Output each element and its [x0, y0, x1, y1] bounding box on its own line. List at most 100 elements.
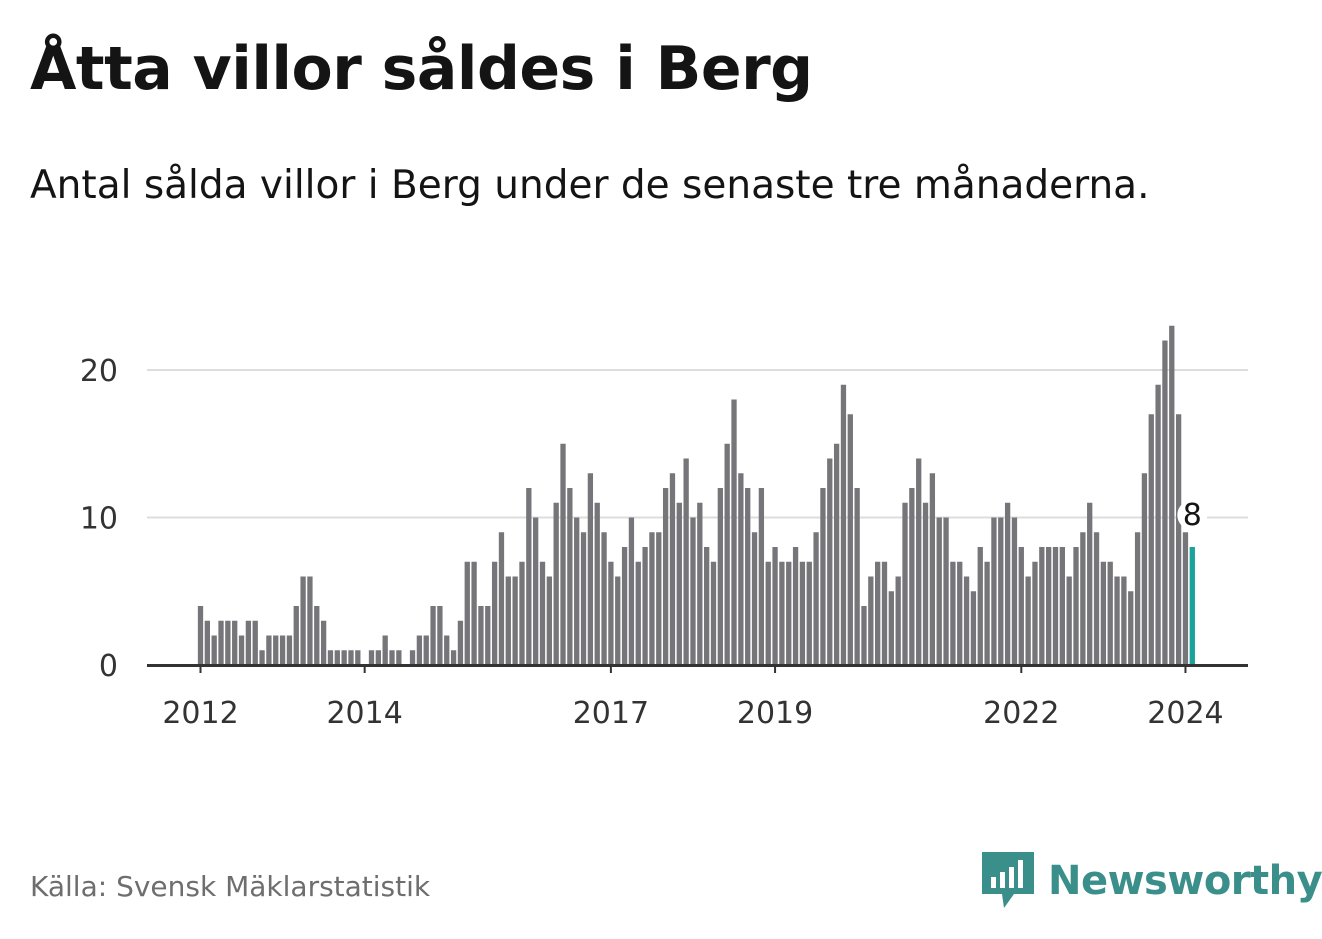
bar: [1107, 561, 1113, 665]
bar: [252, 620, 258, 665]
bar: [1182, 532, 1189, 665]
bar: [615, 576, 621, 665]
y-tick-label: 10: [80, 502, 118, 537]
bar: [656, 532, 662, 665]
bar: [218, 620, 224, 665]
bar: [560, 443, 566, 665]
bar: [888, 591, 894, 665]
bar: [916, 458, 922, 665]
bar: [676, 502, 682, 665]
bar: [204, 620, 210, 665]
bar: [314, 606, 320, 665]
bar: [786, 561, 792, 665]
bar: [1066, 576, 1072, 665]
bar: [259, 650, 265, 665]
bar: [731, 399, 737, 665]
bar: [1025, 576, 1031, 665]
bar: [1128, 591, 1134, 665]
y-axis-labels: 0 10 20: [80, 354, 118, 684]
bar: [300, 576, 306, 665]
bar: [738, 473, 744, 665]
bar: [922, 502, 929, 665]
bar: [389, 650, 395, 665]
bar: [1141, 473, 1148, 665]
bar: [1162, 340, 1168, 665]
bar: [1155, 384, 1161, 665]
bar: [847, 414, 853, 665]
y-tick-label: 20: [80, 354, 118, 389]
annotation-halo: [1177, 500, 1208, 530]
bar: [307, 576, 313, 665]
chart-subtitle: Antal sålda villor i Berg under de senas…: [30, 163, 1150, 208]
bar: [485, 606, 491, 665]
x-tick-label: 2017: [573, 696, 649, 731]
x-tick-label: 2022: [983, 696, 1059, 731]
bar: [1134, 532, 1141, 665]
bar: [286, 635, 293, 665]
bar: [704, 547, 710, 665]
bar: [861, 606, 867, 665]
bar: [512, 576, 518, 665]
bar: [902, 502, 908, 665]
bar: [1114, 576, 1120, 665]
bar: [1087, 502, 1093, 665]
x-tick-label: 2012: [162, 696, 238, 731]
bar: [1121, 576, 1127, 665]
bar: [799, 561, 806, 665]
bar: [471, 561, 477, 665]
bar: [273, 635, 279, 665]
bar: [950, 561, 956, 665]
bar: [875, 561, 881, 665]
bar: [977, 547, 983, 665]
y-tick-label: 0: [99, 649, 118, 684]
bar: [813, 532, 819, 665]
bar: [355, 650, 361, 665]
bar: [526, 488, 532, 665]
bar: [519, 561, 525, 665]
bar: [936, 517, 942, 665]
bar: [710, 561, 717, 665]
bar: [1018, 547, 1024, 665]
bar: [608, 561, 614, 665]
bar: [553, 502, 559, 665]
bar: [724, 443, 730, 665]
bar: [533, 517, 539, 665]
bar: [779, 561, 785, 665]
annotation: 8: [1177, 498, 1208, 533]
bar: [833, 443, 840, 665]
bar: [690, 517, 696, 665]
bar: [320, 620, 327, 665]
bar: [820, 488, 826, 665]
bar: [444, 635, 450, 665]
bar: [225, 620, 231, 665]
bar: [416, 635, 423, 665]
x-axis-ticks: 2012 2014 2017 2019 2022 2024: [162, 665, 1224, 731]
brand-name: Newsworthy: [1048, 858, 1322, 904]
bar: [635, 561, 641, 665]
bar: [895, 576, 901, 665]
bars: [197, 325, 1195, 665]
bar: [970, 591, 977, 665]
bar: [587, 473, 594, 665]
bar: [1052, 547, 1059, 665]
bar: [957, 561, 963, 665]
bar: [1004, 502, 1011, 665]
bar: [1175, 414, 1182, 665]
bar: [293, 606, 299, 665]
bar: [840, 384, 847, 665]
bar-latest: [1189, 547, 1195, 665]
bar: [1169, 325, 1175, 665]
bar: [348, 650, 354, 665]
bar: [505, 576, 511, 665]
bar: [827, 458, 833, 665]
bar: [717, 488, 723, 665]
newsworthy-logo-icon: [982, 852, 1034, 908]
bar: [1011, 517, 1018, 665]
bar: [580, 532, 587, 665]
bar: [464, 561, 470, 665]
bar: [628, 517, 635, 665]
bar: [375, 650, 381, 665]
bar: [991, 517, 997, 665]
x-tick-label: 2019: [737, 696, 813, 731]
bar: [245, 620, 252, 665]
